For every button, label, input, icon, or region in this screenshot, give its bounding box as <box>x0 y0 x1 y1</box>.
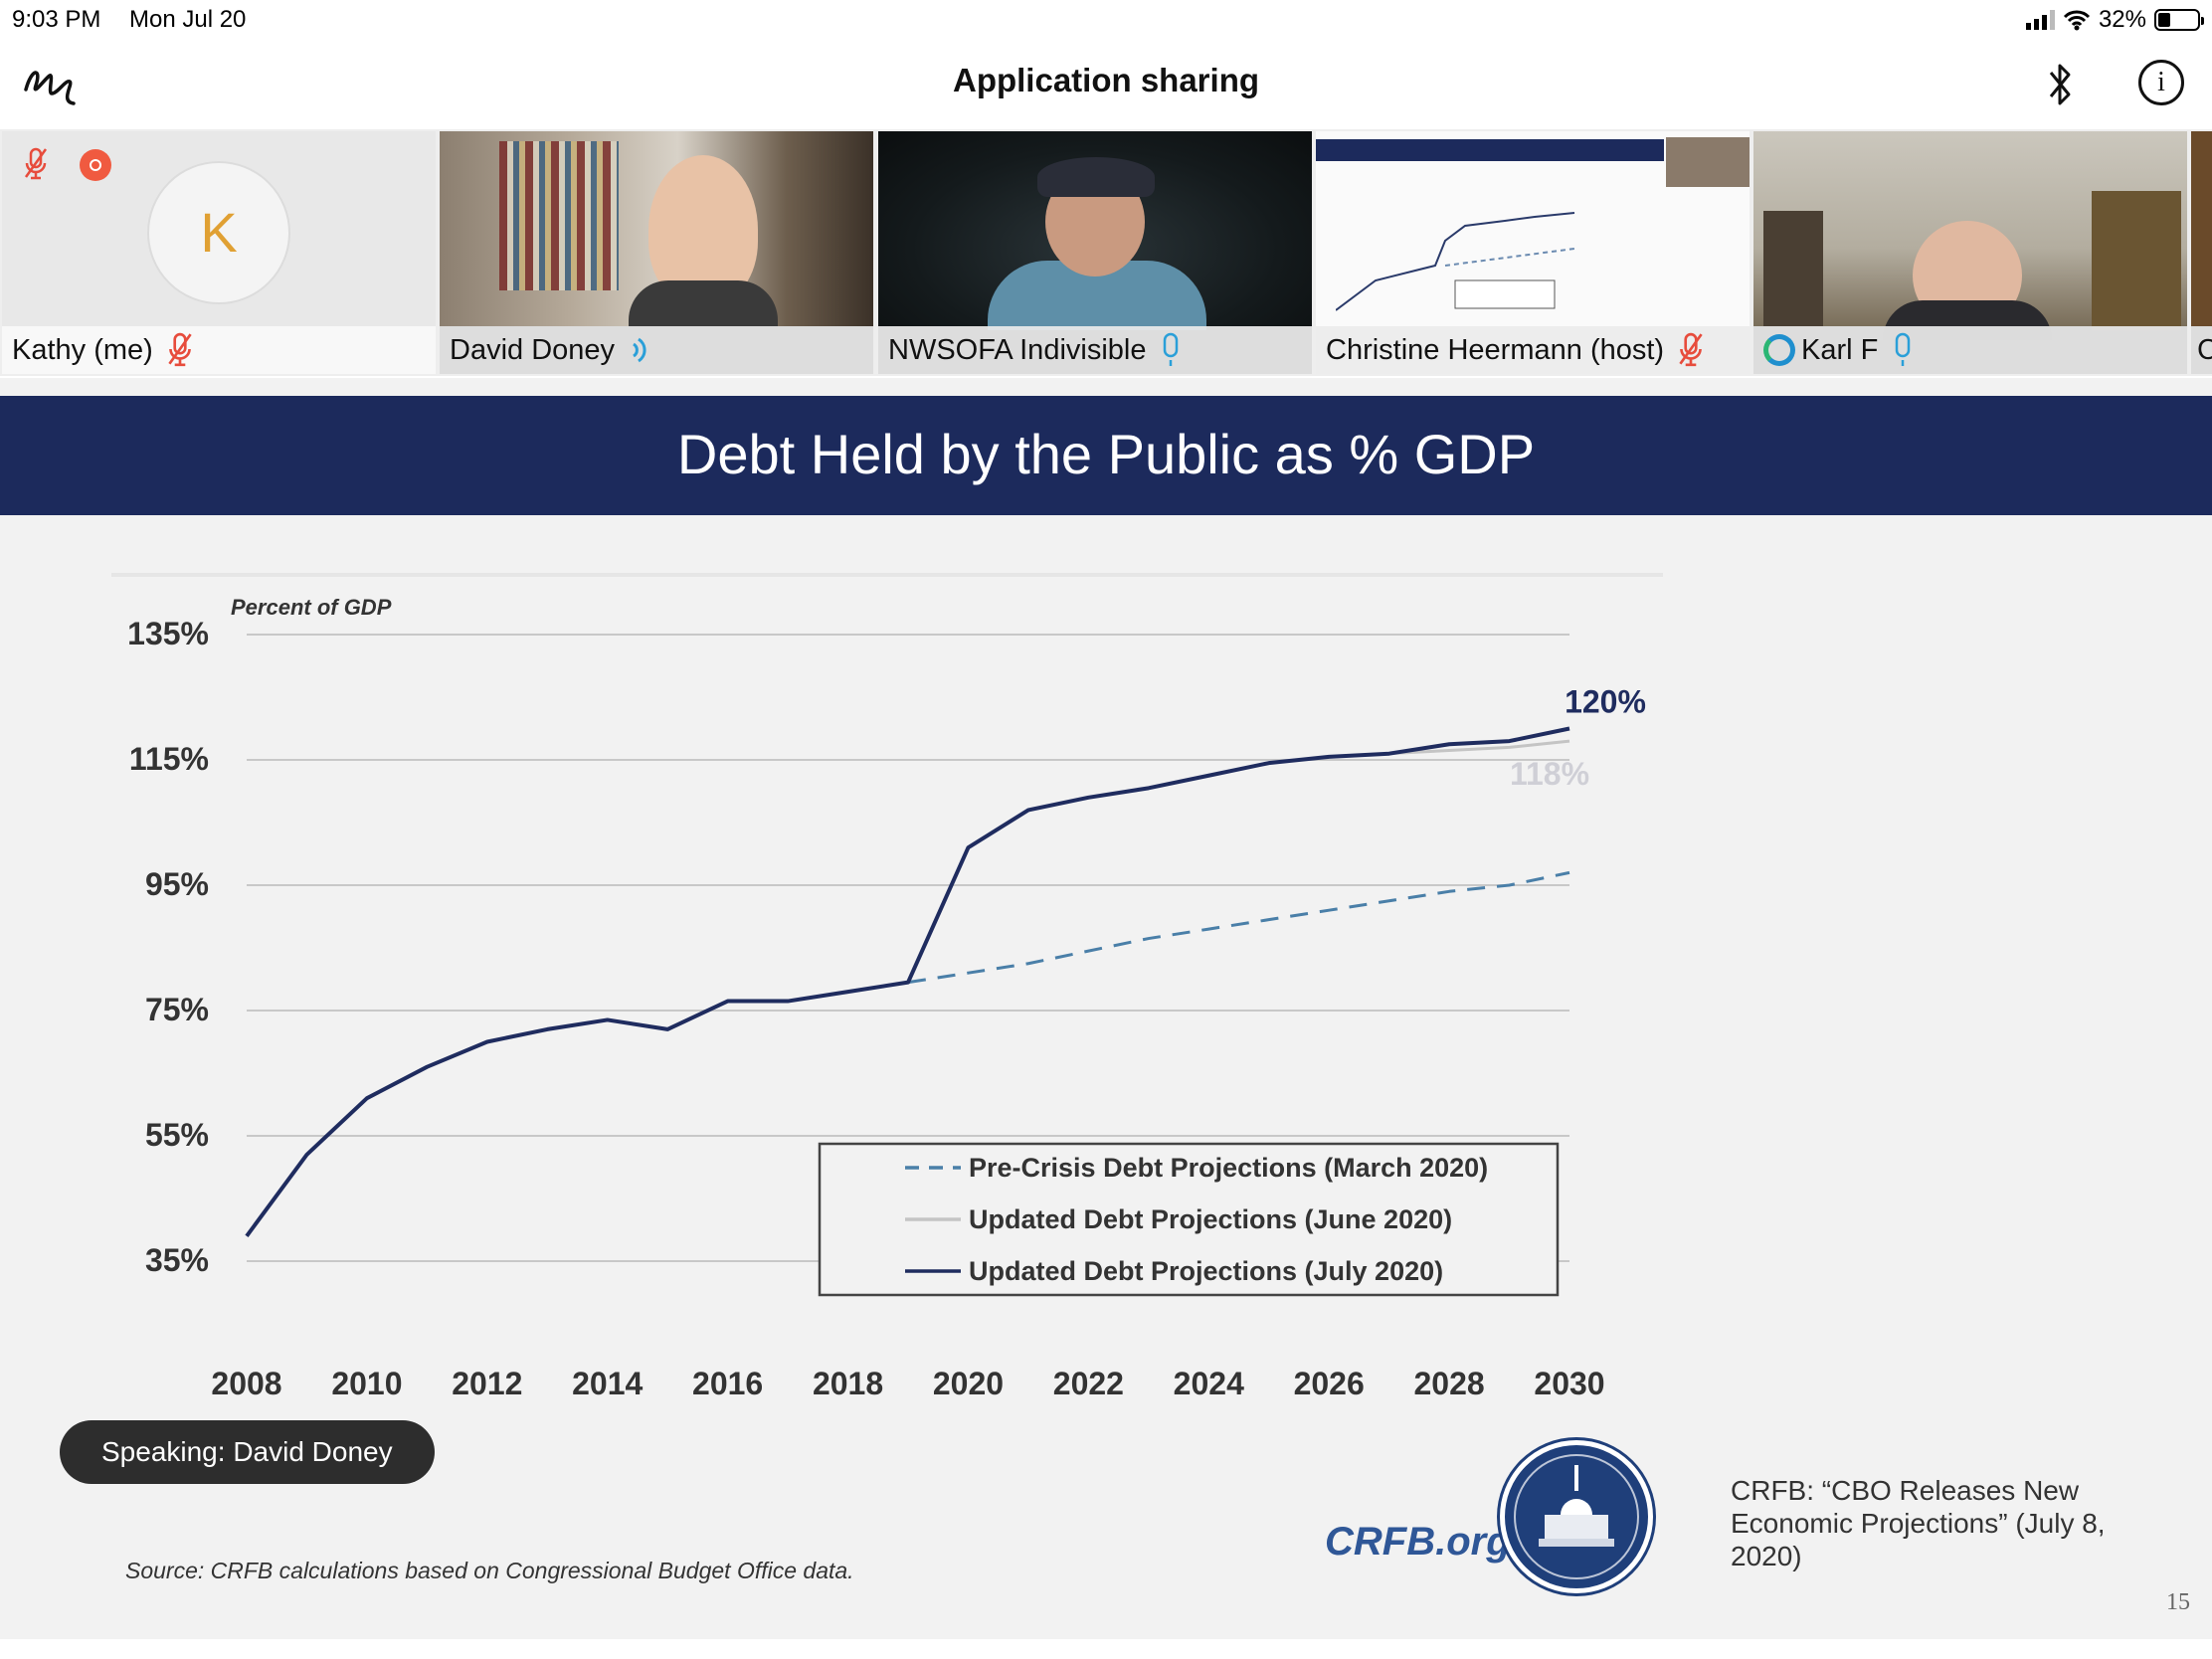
participant-tile-kathy[interactable]: K Kathy (me) <box>2 131 436 374</box>
y-tick-label: 35% <box>145 1242 209 1278</box>
y-tick-label: 115% <box>129 741 209 777</box>
chart-top-rule <box>111 573 1663 577</box>
legend-label: Updated Debt Projections (July 2020) <box>969 1256 1443 1286</box>
participant-name: David Doney <box>450 333 616 366</box>
series-line <box>907 870 1570 985</box>
participant-tile-david[interactable]: David Doney <box>440 131 873 374</box>
participants-strip[interactable]: K Kathy (me) David Doney <box>0 129 2212 376</box>
cellular-signal-icon <box>2025 10 2055 30</box>
bottom-bar <box>0 1639 2212 1659</box>
video-feed <box>878 131 1312 330</box>
data-label: 120% <box>1565 684 1646 720</box>
participant-name: C <box>2197 333 2212 366</box>
mic-icon <box>1164 332 1179 366</box>
x-tick-label: 2016 <box>692 1366 763 1401</box>
recording-icon <box>80 149 111 181</box>
y-tick-label: 135% <box>127 616 209 651</box>
speaking-indicator: Speaking: David Doney <box>60 1420 435 1484</box>
slide-source: Source: CRFB calculations based on Congr… <box>125 1558 854 1583</box>
y-axis-label: Percent of GDP <box>231 595 392 620</box>
y-tick-label: 95% <box>145 866 209 902</box>
chart-title: Debt Held by the Public as % GDP <box>676 423 1536 485</box>
mic-muted-icon <box>24 147 48 180</box>
avatar-ring-icon <box>1763 334 1795 366</box>
screen-share-thumbnail <box>1316 131 1750 326</box>
participant-tile-nwsofa[interactable]: NWSOFA Indivisible <box>878 131 1312 374</box>
status-time: 9:03 PM <box>12 6 101 33</box>
participant-name-bar: Kathy (me) <box>2 326 436 374</box>
x-tick-label: 2010 <box>331 1366 402 1401</box>
annotate-icon[interactable] <box>22 60 78 109</box>
y-tick-label: 55% <box>145 1117 209 1153</box>
x-tick-label: 2008 <box>211 1366 281 1401</box>
series-line <box>245 726 1570 1237</box>
x-tick-label: 2014 <box>572 1366 643 1401</box>
page-title: Application sharing <box>952 62 1260 98</box>
participant-name-bar: Christine Heermann (host) <box>1316 326 1750 374</box>
video-feed <box>440 131 873 340</box>
wifi-icon <box>2063 10 2091 31</box>
participant-name: Kathy (me) <box>12 333 153 366</box>
slide-citation: CRFB: “CBO Releases New Economic Project… <box>1731 1475 2106 1571</box>
y-tick-label: 75% <box>145 992 209 1027</box>
participant-tile-partial[interactable]: C <box>2191 131 2212 374</box>
participant-name-bar: C <box>2191 326 2212 374</box>
participant-name: Christine Heermann (host) <box>1326 333 1665 366</box>
page-number: 15 <box>2166 1589 2190 1615</box>
debt-chart: Percent of GDP 35% 55% 75% 95% 115% 135% 2008… <box>111 573 1663 1401</box>
speaking-indicator-icon <box>633 337 646 363</box>
thumbnail-chart <box>1336 212 1575 311</box>
capitol-seal-icon <box>1500 1440 1653 1593</box>
legend-label: Updated Debt Projections (June 2020) <box>969 1204 1452 1234</box>
data-label: 118% <box>1510 756 1589 792</box>
mic-muted-icon <box>168 332 192 367</box>
battery-percent: 32% <box>2098 6 2146 33</box>
participant-tile-christine[interactable]: Christine Heermann (host) <box>1316 131 1750 374</box>
crfb-logo-text: CRFB.org <box>1325 1520 1511 1564</box>
x-tick-label: 2024 <box>1174 1366 1244 1401</box>
x-tick-label: 2018 <box>813 1366 883 1401</box>
video-feed <box>1753 131 2187 340</box>
x-tick-label: 2026 <box>1294 1366 1365 1401</box>
x-tick-label: 2020 <box>933 1366 1004 1401</box>
video-feed <box>2191 131 2212 326</box>
x-tick-label: 2012 <box>452 1366 522 1401</box>
x-tick-label: 2030 <box>1534 1366 1604 1401</box>
avatar: K <box>147 161 290 304</box>
x-tick-label: 2022 <box>1053 1366 1124 1401</box>
shared-slide: Debt Held by the Public as % GDP Percent… <box>0 378 2212 1639</box>
participant-name-bar: NWSOFA Indivisible <box>878 326 1312 374</box>
status-right: 32% <box>2025 6 2204 34</box>
participant-name: NWSOFA Indivisible <box>888 333 1147 366</box>
series-line <box>906 739 1570 984</box>
status-date: Mon Jul 20 <box>129 6 247 33</box>
mic-muted-icon <box>1679 332 1703 367</box>
title-bar: Application sharing i <box>0 40 2212 129</box>
mic-icon <box>1896 332 1911 366</box>
participant-name-bar: Karl F <box>1753 326 2187 374</box>
bluetooth-icon[interactable] <box>2043 58 2077 111</box>
participant-tile-karl[interactable]: Karl F <box>1753 131 2187 374</box>
x-tick-label: 2028 <box>1413 1366 1484 1401</box>
participant-name-bar: David Doney <box>440 326 873 374</box>
legend-label: Pre-Crisis Debt Projections (March 2020) <box>969 1153 1488 1183</box>
info-icon[interactable]: i <box>2138 60 2184 105</box>
slide-banner: Debt Held by the Public as % GDP <box>0 396 2212 515</box>
participant-name: Karl F <box>1801 333 1879 366</box>
status-bar: 9:03 PM Mon Jul 20 32% <box>0 0 2212 40</box>
battery-icon <box>2154 9 2204 31</box>
